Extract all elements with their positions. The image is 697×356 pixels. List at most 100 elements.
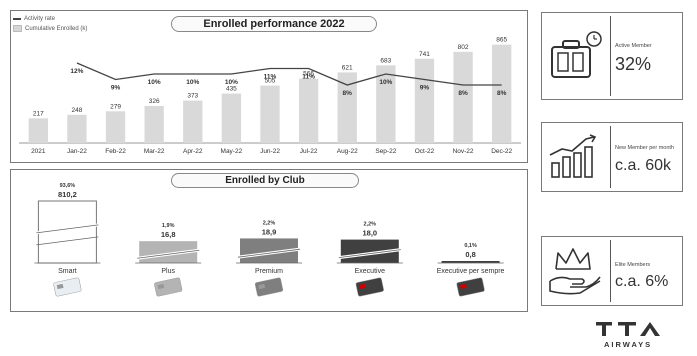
chart-title-enrolled-by-club: Enrolled by Club <box>171 173 359 188</box>
kpi-divider <box>610 126 611 188</box>
legend-cumulative-label: Cumulative Enrolled (k) <box>25 25 88 32</box>
crown-hand-icon <box>549 248 601 295</box>
x-tick-label: Feb-22 <box>105 148 126 155</box>
enrolled-by-club-chart: 810,293,6%Smart16,81,9%Plus18,92,2%Premi… <box>34 183 505 297</box>
membership-card-icon <box>456 277 485 297</box>
bar-value-label: 326 <box>149 98 160 105</box>
card-chip <box>359 283 366 290</box>
bar-cumulative <box>337 72 357 143</box>
activity-rate-label: 9% <box>420 85 430 92</box>
x-tick-label: May-22 <box>221 148 243 155</box>
axis-break-line <box>338 249 401 259</box>
membership-card-icon <box>53 277 82 297</box>
club-value-label: 18,0 <box>362 229 377 238</box>
enrolled-performance-panel: Activity rate Cumulative Enrolled (k) En… <box>10 10 528 163</box>
activity-rate-label: 11% <box>264 74 277 81</box>
bar-cumulative <box>144 105 164 143</box>
x-tick-label: Sep-22 <box>375 148 396 155</box>
bar-cumulative <box>28 118 48 143</box>
enrolled-performance-chart: 217 2021 248 Jan-22 279 Feb-22 326 Mar-22 373 Apr… <box>19 37 521 155</box>
club-share-label: 1,9% <box>162 223 175 229</box>
x-tick-label: Dec-22 <box>491 148 512 155</box>
card-body <box>154 277 183 297</box>
card-body <box>254 277 284 297</box>
card-chip <box>56 283 64 290</box>
club-value-label: 0,8 <box>465 250 475 259</box>
club-category-label: Smart <box>58 268 77 275</box>
club-share-label: 0,1% <box>464 243 477 249</box>
activity-rate-label: 10% <box>186 79 199 86</box>
legend-cumulative: Cumulative Enrolled (k) <box>13 25 87 32</box>
kpi-divider <box>610 240 611 302</box>
chart-title-enrolled-performance: Enrolled performance 2022 <box>171 16 377 32</box>
activity-rate-label: 8% <box>343 90 353 97</box>
kpi-new-members: New Member per month c.a. 60k <box>541 122 683 192</box>
bar-cumulative <box>221 93 242 143</box>
growth-bars-icon <box>549 134 597 178</box>
club-share-label: 2,2% <box>263 220 276 226</box>
activity-rate-label: 10% <box>225 79 238 86</box>
x-tick-label: Jul-22 <box>300 148 318 155</box>
kpi-elite-members: Elite Members c.a. 6% <box>541 236 683 306</box>
x-tick-label: 2021 <box>31 148 46 155</box>
kpi-elite-label: Elite Members <box>615 262 651 268</box>
kpi-new-value: c.a. 60k <box>615 157 672 174</box>
activity-rate-label: 9% <box>111 85 121 92</box>
axis-break-line <box>36 236 99 246</box>
legend-line-swatch <box>13 18 21 20</box>
club-category-label: Premium <box>255 268 283 275</box>
bar-value-label: 505 <box>265 78 276 85</box>
bar-value-label: 373 <box>187 93 198 100</box>
club-bar <box>441 261 500 263</box>
bar-cumulative <box>414 58 435 144</box>
logo-subtitle: AIRWAYS <box>604 340 653 349</box>
activity-rate-line <box>76 62 502 86</box>
legend-activity-rate-label: Activity rate <box>24 16 56 22</box>
kpi-active-members: Active Member 32% <box>541 12 683 100</box>
club-value-label: 16,8 <box>161 230 176 239</box>
card-chip <box>459 283 467 290</box>
activity-rate-label: 10% <box>148 79 161 86</box>
kpi-active-label: Active Member <box>615 43 652 49</box>
axis-break-line <box>237 248 301 258</box>
axis-break-line <box>137 249 200 259</box>
membership-card-icon <box>254 277 284 297</box>
axis-break-line <box>36 224 99 234</box>
card-body <box>456 277 485 297</box>
activity-rate-label: 10% <box>379 79 392 86</box>
bar-cumulative <box>298 78 319 143</box>
club-bar <box>340 239 399 263</box>
bar-value-label: 621 <box>342 64 353 71</box>
x-tick-label: Jan-22 <box>67 148 87 155</box>
bar-value-label: 865 <box>496 37 507 44</box>
bar-cumulative <box>183 100 203 143</box>
legend-activity-rate: Activity rate <box>13 16 55 22</box>
bar-cumulative <box>67 114 87 143</box>
x-tick-label: Nov-22 <box>453 148 474 155</box>
club-share-label: 93,6% <box>60 183 76 189</box>
bar-value-label: 435 <box>226 86 237 93</box>
bar-cumulative <box>260 85 280 143</box>
activity-rate-label: 8% <box>497 90 507 97</box>
activity-rate-label: 8% <box>458 90 468 97</box>
kpi-active-value: 32% <box>615 54 652 74</box>
activity-rate-label: 11% <box>302 74 315 81</box>
enrolled-by-club-panel: Enrolled by Club 810,2 93,6% Smart 16,8 1,9%… <box>10 169 528 312</box>
kpi-divider <box>610 16 611 96</box>
kpi-elite-value: c.a. 6% <box>615 273 669 290</box>
bar-value-label: 683 <box>380 57 391 64</box>
membership-card-icon <box>355 277 384 297</box>
card-chip <box>258 283 266 290</box>
club-share-label: 2,2% <box>364 222 377 228</box>
suitcase-clock-icon <box>551 31 602 78</box>
card-body <box>355 277 384 297</box>
legend-bar-swatch <box>13 25 22 32</box>
bar-cumulative <box>105 111 126 143</box>
x-tick-label: Jun-22 <box>260 148 280 155</box>
bar-value-label: 279 <box>110 103 121 110</box>
bar-value-label: 566 <box>303 71 314 78</box>
bar-value-label: 741 <box>419 51 430 58</box>
bar-value-label: 802 <box>458 44 469 51</box>
bar-cumulative <box>376 65 396 143</box>
bar-value-label: 248 <box>71 107 82 114</box>
